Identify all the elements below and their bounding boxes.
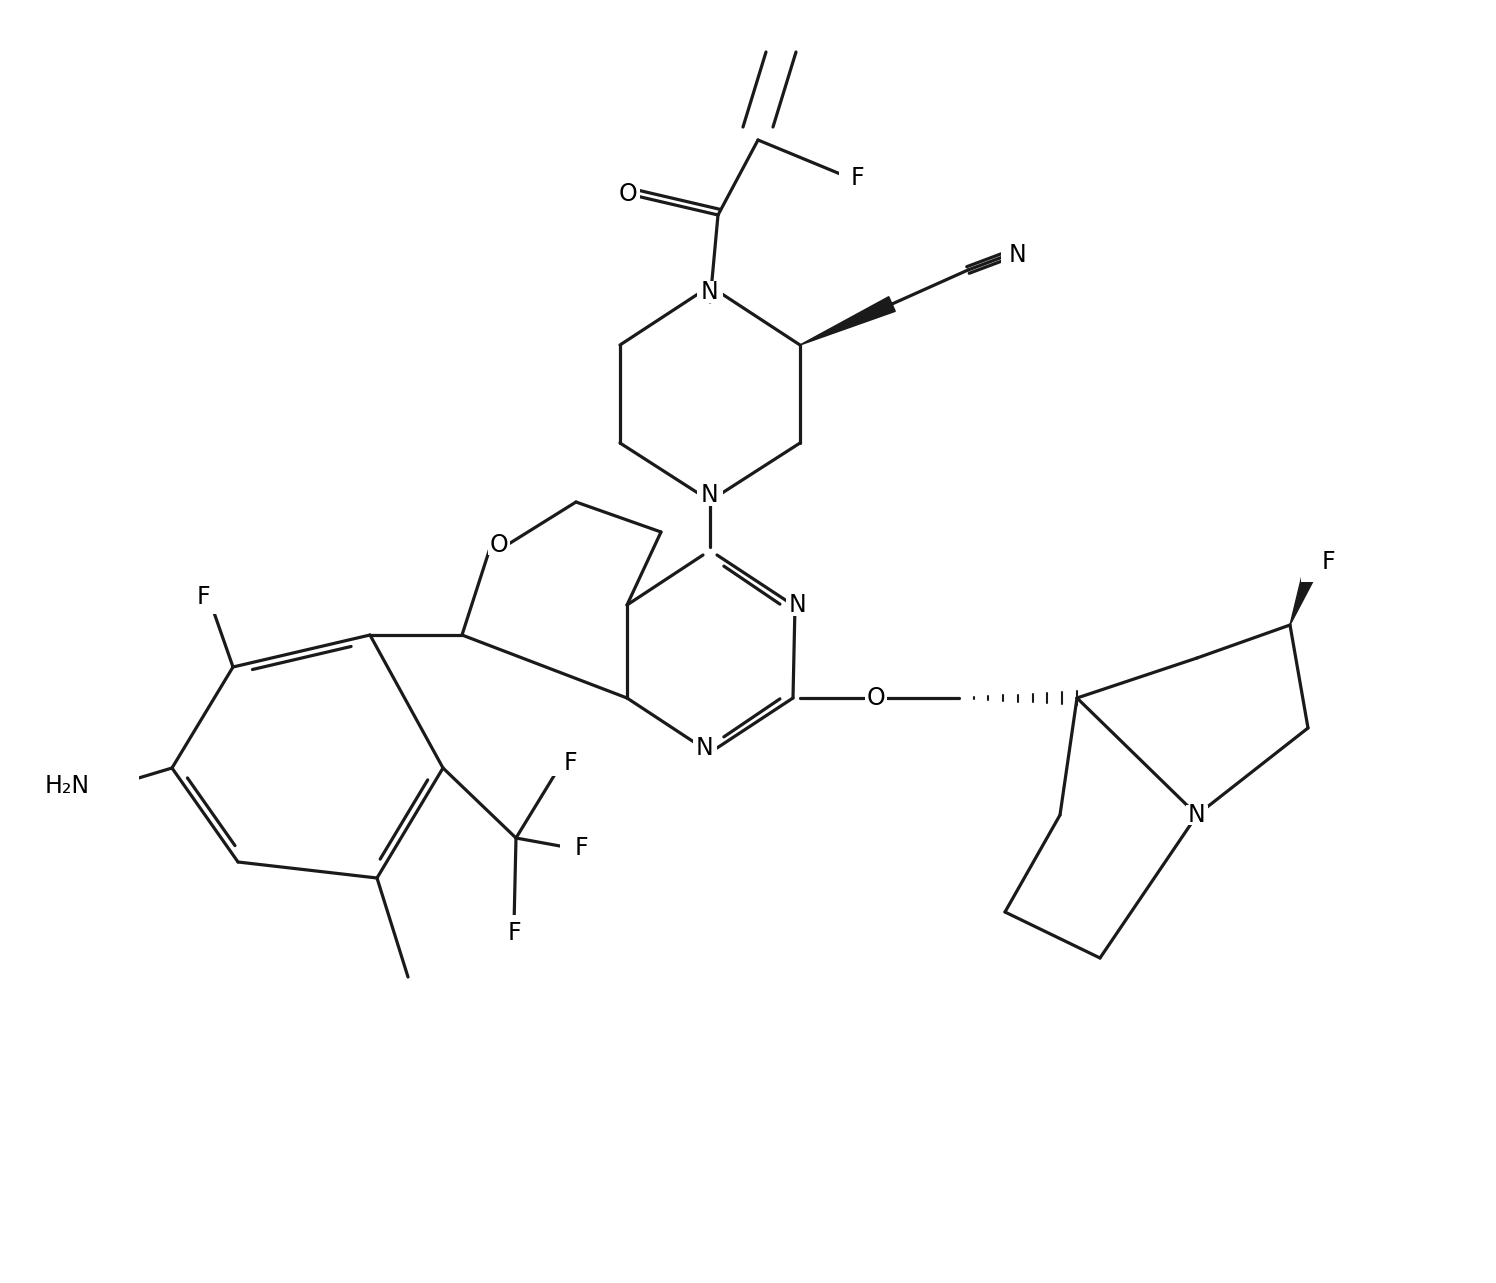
- Bar: [865, 688, 887, 708]
- Polygon shape: [1290, 570, 1316, 625]
- Text: H₂N: H₂N: [45, 774, 90, 798]
- Bar: [503, 915, 525, 935]
- Text: N: N: [702, 482, 720, 507]
- Bar: [488, 535, 510, 556]
- Bar: [1302, 562, 1322, 582]
- Text: F: F: [196, 585, 209, 609]
- Bar: [697, 281, 723, 303]
- Bar: [200, 594, 221, 615]
- Text: F: F: [574, 837, 588, 860]
- Text: O: O: [619, 182, 637, 207]
- Bar: [560, 838, 582, 858]
- Text: F: F: [1321, 550, 1334, 574]
- Polygon shape: [800, 296, 895, 345]
- Text: O: O: [489, 532, 509, 557]
- Text: O: O: [866, 686, 886, 709]
- Bar: [697, 484, 723, 506]
- Bar: [1001, 245, 1023, 266]
- Text: N: N: [1188, 803, 1206, 828]
- Text: N: N: [702, 280, 720, 304]
- Bar: [85, 775, 139, 797]
- Text: N: N: [696, 736, 714, 760]
- Bar: [839, 168, 862, 189]
- Bar: [549, 756, 571, 776]
- Text: F: F: [562, 751, 577, 775]
- Text: N: N: [1010, 242, 1026, 267]
- Text: N: N: [788, 593, 806, 617]
- Bar: [693, 736, 717, 760]
- Bar: [616, 183, 640, 205]
- Bar: [1186, 804, 1207, 825]
- Text: F: F: [507, 921, 521, 946]
- Bar: [785, 594, 809, 616]
- Text: F: F: [850, 166, 863, 190]
